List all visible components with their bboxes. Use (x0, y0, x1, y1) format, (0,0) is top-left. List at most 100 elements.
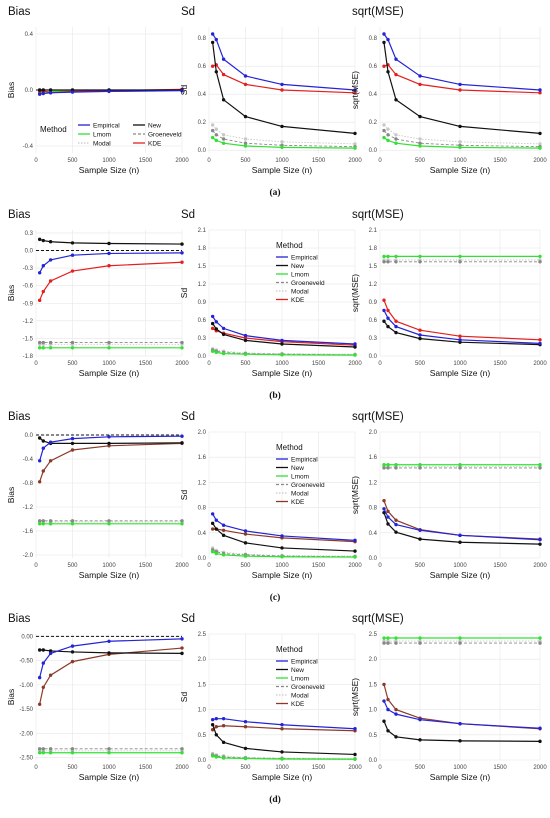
panel-title: Bias (8, 411, 31, 423)
y-tick-label: 2.5 (198, 632, 207, 638)
data-point-new (386, 324, 390, 329)
data-point-lmom (382, 636, 386, 640)
y-tick-label: 2.0 (369, 657, 378, 663)
series-line-empirical (212, 33, 356, 91)
x-tick-label: 2000 (533, 158, 547, 164)
y-tick-label: 0.6 (198, 318, 207, 324)
data-point-empirical (418, 333, 422, 337)
data-point-empirical (221, 57, 226, 61)
series-line-empirical (383, 700, 541, 729)
data-point-lmom (458, 145, 462, 150)
data-point-new (70, 650, 75, 654)
series-line-groeneveld (383, 130, 541, 148)
data-point-empirical (37, 675, 42, 680)
data-point-lmom (458, 636, 462, 640)
data-point-groeneveld (214, 133, 218, 137)
x-tick-label: 1500 (493, 765, 507, 771)
data-point-empirical (280, 338, 284, 343)
data-point-empirical (37, 92, 42, 96)
data-point-new (214, 327, 218, 331)
data-point-new (221, 740, 226, 745)
x-tick-label: 1500 (312, 158, 326, 164)
data-point-kde (243, 82, 248, 87)
figure-caption: (c) (270, 592, 281, 603)
data-point-lmom (418, 254, 422, 259)
data-point-empirical (41, 446, 45, 450)
data-point-empirical (41, 264, 45, 268)
x-tick-label: 500 (415, 765, 426, 771)
data-point-empirical (458, 338, 462, 342)
data-point-groeneveld (48, 340, 53, 345)
data-point-lmom (458, 463, 462, 467)
data-point-empirical (394, 712, 398, 716)
data-point-empirical (70, 644, 75, 648)
data-point-groeneveld (386, 133, 390, 137)
y-tick-label: -1.8 (23, 354, 34, 360)
x-tick-label: 1000 (102, 361, 116, 367)
y-tick-label: -2.0 (23, 553, 34, 559)
legend-label-lmom: Lmom (93, 131, 111, 138)
legend-label-groeneveld: Groeneveld (291, 280, 325, 287)
y-axis-label: Sd (179, 490, 189, 501)
data-point-groeneveld (180, 340, 184, 345)
x-tick-label: 2000 (175, 361, 189, 367)
y-tick-label: 0.2 (198, 120, 207, 126)
data-point-groeneveld (107, 340, 111, 345)
panel-sqrtmse-a: sqrt(MSE) 0.0 0.2 0.4 0.6 0.8 0 500 1000 1500 2000… (350, 6, 547, 175)
series-line-new (212, 724, 356, 756)
x-tick-label: 1500 (312, 361, 326, 367)
data-point-groeneveld (107, 747, 111, 751)
data-point-new (37, 436, 42, 440)
data-point-empirical (280, 82, 284, 87)
panel-sqrtmse-b: sqrt(MSE) 0.0 0.3 0.6 0.9 1.2 1.5 1.8 2.1 0 500 100… (350, 209, 547, 378)
data-point-empirical (221, 326, 226, 331)
data-point-new (210, 521, 215, 526)
data-point-new (280, 546, 284, 550)
y-tick-label: 0.3 (369, 336, 378, 342)
data-point-empirical (353, 538, 357, 543)
y-tick-label: 2.0 (198, 430, 207, 436)
data-point-lmom (37, 346, 42, 350)
y-axis-label: sqrt(MSE) (350, 71, 360, 109)
y-tick-label: 0.4 (198, 531, 207, 537)
data-point-new (418, 738, 422, 742)
y-tick-label: 1.0 (369, 708, 378, 714)
data-point-lmom (353, 353, 357, 357)
x-axis-label: Sample Size (n) (430, 165, 491, 175)
data-point-new (37, 648, 42, 652)
data-point-new (458, 739, 462, 743)
legend-label-kde: KDE (291, 499, 305, 506)
data-point-lmom (353, 757, 357, 761)
data-point-empirical (458, 533, 462, 538)
data-point-lmom (48, 346, 53, 350)
x-tick-label: 1000 (102, 563, 116, 569)
data-point-new (394, 98, 398, 102)
data-point-empirical (243, 719, 248, 724)
data-point-empirical (538, 341, 542, 346)
data-point-kde (418, 328, 422, 332)
data-point-empirical (538, 88, 542, 92)
data-point-new (107, 241, 111, 246)
data-point-new (221, 332, 226, 337)
y-tick-label: 0.6 (369, 318, 378, 324)
series-line-empirical (39, 638, 183, 678)
y-axis-label: Sd (179, 85, 189, 96)
data-point-empirical (353, 727, 357, 731)
y-tick-label: 0.0 (198, 354, 207, 360)
y-tick-label: 2.1 (369, 228, 378, 234)
y-tick-label: 0.0 (198, 556, 207, 562)
data-point-lmom (386, 138, 390, 143)
x-tick-label: 500 (415, 361, 426, 367)
figure-row-a: Bias -0.4 0.0 0.4 0 500 1000 1500 2000 Sample Siz… (6, 6, 547, 198)
y-tick-label: 0.0 (25, 433, 34, 439)
data-point-empirical (353, 88, 357, 92)
series-line-kde (383, 299, 541, 341)
x-tick-label: 2000 (348, 765, 362, 771)
data-point-groeneveld (70, 519, 75, 523)
x-tick-label: 1500 (139, 563, 153, 569)
y-tick-label: 1.6 (369, 455, 378, 461)
data-point-empirical (214, 518, 218, 522)
data-point-lmom (280, 353, 284, 357)
panel-title: sqrt(MSE) (352, 613, 404, 625)
data-point-groeneveld (538, 260, 542, 264)
